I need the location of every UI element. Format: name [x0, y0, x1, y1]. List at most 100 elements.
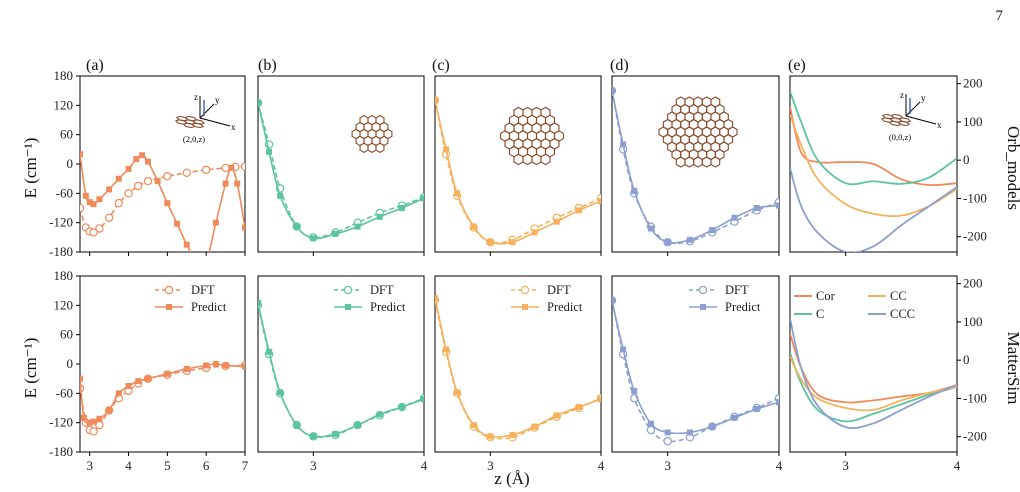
axis-x-icon — [199, 117, 231, 127]
marker-predict — [310, 235, 317, 242]
row-title-orb: Orb_models — [1004, 126, 1020, 210]
marker-predict — [90, 201, 97, 208]
y-tick-label: 0 — [67, 156, 74, 171]
coordinate-label: (0,0,z) — [889, 132, 911, 142]
y-tick-label: -120 — [49, 215, 73, 230]
marker-predict — [435, 97, 438, 104]
marker-predict — [487, 433, 494, 440]
marker-dft — [182, 168, 191, 177]
axis-z-label: z — [900, 90, 904, 100]
series-line-ccc — [790, 317, 957, 430]
ylabel-bottom: E (cm⁻¹) — [21, 338, 40, 399]
marker-dft — [89, 228, 98, 237]
marker-predict — [293, 223, 300, 230]
marker-predict — [731, 214, 738, 221]
legend-label-dft: DFT — [191, 283, 215, 297]
marker-predict — [266, 148, 273, 155]
xlabel: z (Å) — [494, 469, 529, 488]
ylabel-top: E (cm⁻¹) — [21, 138, 40, 199]
y-tick-label: -200 — [963, 429, 987, 444]
marker-predict — [106, 186, 113, 193]
marker-dft — [95, 224, 104, 233]
marker-predict — [553, 218, 560, 225]
y-tick-label: -60 — [56, 385, 73, 400]
marker-dft — [80, 203, 85, 213]
series-line-predict — [612, 300, 779, 435]
series-line-predict — [435, 100, 601, 245]
marker-predict — [753, 205, 760, 211]
panel-2-row-2: 3 4 DFT Predict — [257, 275, 428, 473]
marker-predict — [82, 192, 89, 199]
marker-predict — [144, 158, 151, 165]
marker-predict — [553, 412, 560, 419]
series-line-predict — [80, 154, 245, 252]
panel-4-row-2: 3 4 DFT Predict — [611, 275, 783, 473]
marker-predict — [133, 156, 140, 163]
panel-label-d: (d) — [610, 57, 629, 74]
marker-predict — [454, 389, 461, 396]
marker-predict — [222, 362, 229, 369]
x-tick-label: 7 — [242, 458, 249, 473]
legend-marker — [698, 285, 708, 295]
marker-dft — [663, 437, 672, 446]
legend-label-predict: Predict — [370, 300, 406, 314]
marker-predict — [612, 297, 615, 304]
y-tick-label: 200 — [963, 276, 983, 291]
marker-predict — [228, 164, 235, 171]
x-tick-label: 5 — [164, 458, 171, 473]
panels-group: -180 -120 -60 0 60 120 180 -200 -100 0 100 200 3 4 5 6 7… — [49, 68, 987, 473]
axis-x-label: x — [231, 122, 236, 132]
y-tick-label: 100 — [963, 114, 983, 129]
marker-predict — [647, 225, 654, 232]
marker-predict — [509, 431, 516, 438]
legend-label-cor: Cor — [816, 289, 836, 303]
legend-label-dft: DFT — [370, 283, 394, 297]
marker-predict — [135, 378, 142, 385]
panel-2-row-1 — [257, 75, 425, 256]
y-tick-label: 120 — [54, 97, 74, 112]
series-line-predict — [80, 363, 245, 424]
plot-area — [258, 98, 424, 242]
inset-a-icon: z y x (2,0,z) — [174, 92, 236, 144]
y-tick-label: -200 — [963, 229, 987, 244]
marker-predict — [376, 213, 383, 220]
x-tick-label: 4 — [598, 458, 605, 473]
marker-predict — [354, 223, 361, 230]
legend-marker — [700, 304, 706, 310]
marker-predict — [398, 404, 405, 411]
marker-predict — [376, 411, 383, 418]
panel-3-row-2: 3 4 DFT Predict — [434, 275, 605, 473]
series-line-dft — [612, 300, 779, 443]
legend-label-predict: Predict — [725, 300, 761, 314]
marker-dft — [124, 189, 133, 198]
marker-predict — [234, 180, 241, 187]
y-tick-label: 120 — [54, 297, 74, 312]
marker-predict — [487, 239, 494, 246]
marker-predict — [435, 295, 438, 301]
series-line-dft — [258, 305, 424, 438]
series-line-c — [790, 352, 957, 423]
marker-predict — [575, 207, 582, 214]
hex-ring — [192, 119, 206, 125]
panel-frame — [611, 275, 780, 453]
series-line-predict — [258, 302, 424, 438]
panel-label-a: (a) — [86, 57, 104, 74]
legend-label-cc: CC — [890, 289, 907, 303]
panel-frame — [611, 75, 780, 253]
panel-label-e: (e) — [788, 57, 806, 74]
x-tick-label: 6 — [203, 458, 210, 473]
x-tick-label: 4 — [954, 458, 961, 473]
marker-predict — [443, 146, 450, 153]
hex-ring — [383, 128, 393, 140]
y-tick-label: -100 — [963, 190, 987, 205]
marker-predict — [258, 99, 261, 106]
series-line-dft — [435, 100, 601, 244]
marker-dft — [143, 176, 153, 186]
hex-ring — [727, 126, 738, 138]
legend-label-dft: DFT — [725, 283, 749, 297]
x-tick-label: 3 — [487, 458, 494, 473]
marker-predict — [80, 375, 83, 382]
marker-predict — [80, 414, 87, 421]
row-title-mattersim: MatterSim — [1004, 332, 1020, 405]
series-line-dft — [80, 165, 245, 234]
